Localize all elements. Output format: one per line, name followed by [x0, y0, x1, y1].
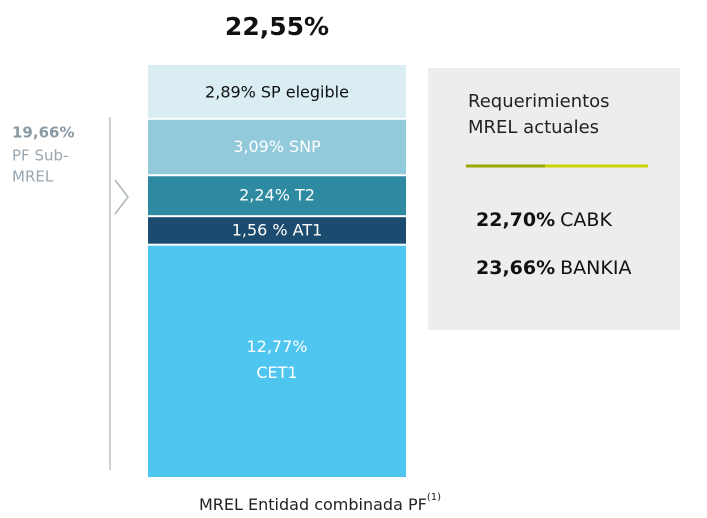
bracket-text: MREL: [12, 168, 54, 186]
side-box-title: Requerimientos: [468, 91, 610, 112]
requirement-name: CABK: [560, 209, 612, 231]
segment-name: SNP: [289, 137, 321, 156]
bar-segment: [148, 217, 406, 244]
category-label: MREL Entidad combinada PF: [199, 495, 427, 514]
x-label: MREL Entidad combinada PF(1): [199, 492, 441, 514]
requirement: 22,70% CABK: [476, 209, 612, 231]
segment-value-label: 2,89%: [205, 82, 256, 101]
side-box: [428, 68, 680, 330]
segment-value-label: 1,56 %: [232, 220, 288, 239]
segment-value-label: 2,24%: [239, 185, 290, 204]
segment-name: AT1: [293, 220, 323, 239]
bar-segment: [148, 245, 406, 477]
bracket-text: PF Sub-: [12, 147, 68, 165]
requirement-value: 23,66%: [476, 257, 555, 279]
side-box-title: MREL actuales: [468, 117, 599, 138]
segment-name: T2: [294, 185, 315, 204]
requirement-name: BANKIA: [560, 257, 631, 279]
segment-name: SP elegible: [261, 82, 349, 101]
total-label: 22,55%: [225, 12, 329, 41]
bracket-chevron: [114, 179, 129, 215]
bar-segment: [148, 65, 406, 118]
segment-name: CET1: [256, 363, 297, 382]
segment-label: 2,89% SP elegible: [205, 82, 349, 101]
segment-value-label: 12,77%: [246, 337, 307, 356]
segment-label: 1,56 % AT1: [232, 220, 323, 239]
bar-segment: [148, 119, 406, 175]
bar-segment: [148, 176, 406, 216]
segment-value-label: 3,09%: [233, 137, 284, 156]
requirement: 23,66% BANKIA: [476, 257, 631, 279]
bracket-value: 19,66%: [12, 124, 74, 142]
segment-label: 3,09% SNP: [233, 137, 321, 156]
footnote-mark: (1): [427, 492, 441, 503]
requirement-value: 22,70%: [476, 209, 555, 231]
segment-label: 2,24% T2: [239, 185, 315, 204]
